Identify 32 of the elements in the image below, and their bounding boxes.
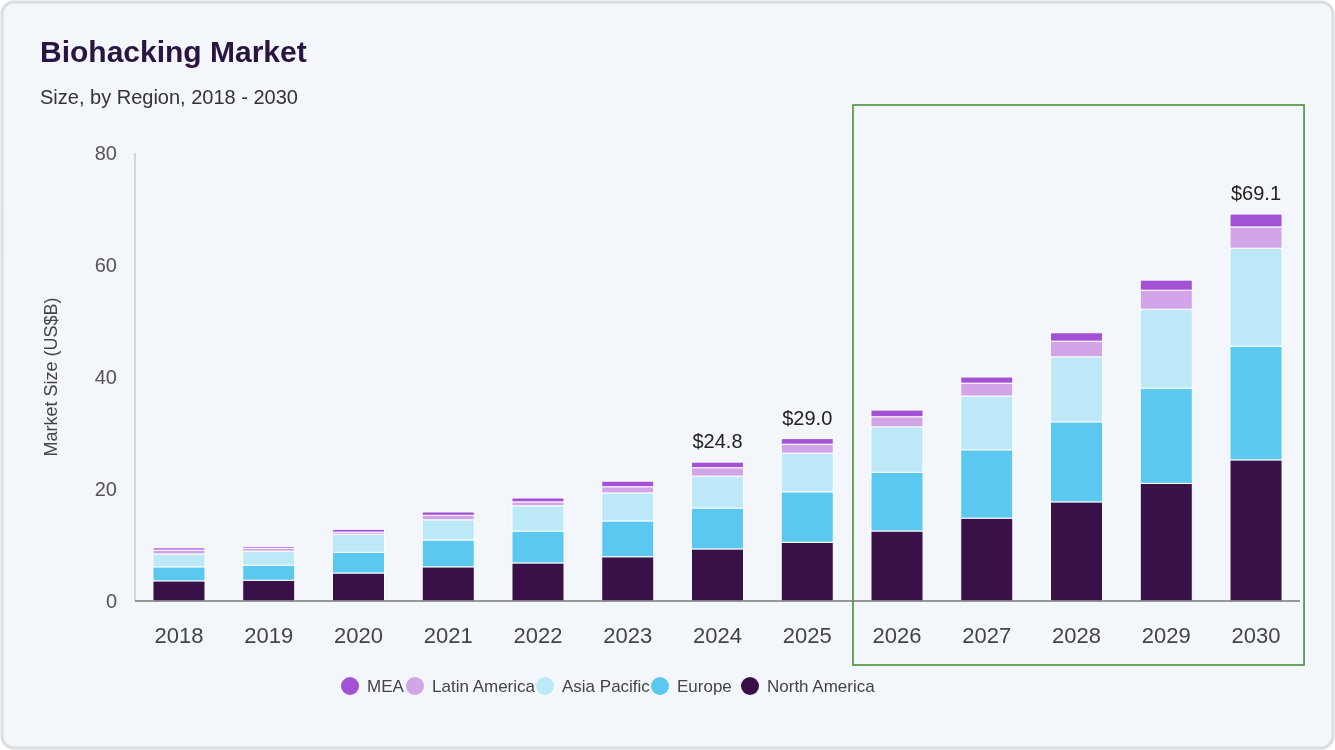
y-tick-label: 0 xyxy=(105,590,117,612)
legend-label: Asia Pacific xyxy=(562,676,651,696)
x-tick-label: 2024 xyxy=(693,623,742,648)
legend-label: MEA xyxy=(367,676,405,696)
y-axis-title: Market Size (US$B) xyxy=(41,297,61,457)
x-tick-label: 2022 xyxy=(513,623,563,648)
x-tick-label: 2027 xyxy=(962,623,1012,648)
y-tick-label: 40 xyxy=(94,366,117,388)
x-tick-label: 2025 xyxy=(782,623,832,648)
chart-title: Biohacking Market xyxy=(40,35,307,68)
y-tick-label: 80 xyxy=(94,142,117,164)
bar xyxy=(152,547,206,551)
x-tick-label: 2021 xyxy=(423,623,473,648)
legend-label: North America xyxy=(767,676,876,696)
x-tick-label: 2028 xyxy=(1052,623,1101,648)
bar xyxy=(421,511,475,516)
total-label: $69.1 xyxy=(1230,182,1282,205)
y-tick-label: 60 xyxy=(94,254,117,276)
x-tick-label: 2020 xyxy=(334,623,383,648)
total-label: $24.8 xyxy=(692,430,743,453)
legend-label: Europe xyxy=(677,676,732,696)
bar xyxy=(511,497,565,503)
x-tick-label: 2019 xyxy=(244,623,294,648)
x-tick-label: 2030 xyxy=(1231,623,1281,648)
total-label: $29.0 xyxy=(782,406,833,429)
legend-label: Latin America xyxy=(432,676,536,696)
x-tick-label: 2029 xyxy=(1141,623,1191,648)
x-tick-label: 2018 xyxy=(154,623,204,648)
y-tick-label: 20 xyxy=(94,478,117,500)
chart-subtitle: Size, by Region, 2018 - 2030 xyxy=(40,86,298,108)
x-tick-label: 2023 xyxy=(603,623,653,648)
x-tick-label: 2026 xyxy=(872,623,922,648)
